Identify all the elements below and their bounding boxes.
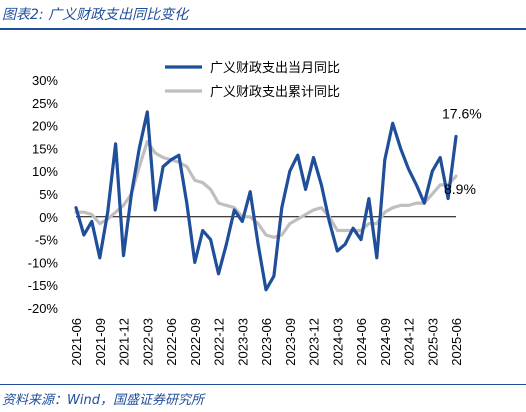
- x-tick-label: 2023-03: [235, 318, 250, 366]
- legend-label-cumulative: 广义财政支出累计同比: [210, 85, 340, 100]
- end-label-monthly: 17.6%: [442, 106, 482, 122]
- series-line-monthly: [74, 110, 458, 292]
- y-tick-label: 30%: [32, 73, 58, 88]
- y-tick-label: 15%: [32, 141, 58, 156]
- x-tick-label: 2022-12: [212, 318, 227, 366]
- y-tick-label: -15%: [28, 278, 59, 293]
- y-tick-label: -10%: [28, 255, 59, 270]
- x-axis: 2021-06 2021-09 2021-12 2022-03 2022-06 2022-…: [69, 318, 464, 366]
- x-tick-label: 2021-12: [117, 318, 132, 366]
- x-tick-label: 2024-06: [354, 318, 369, 366]
- y-tick-label: 25%: [32, 96, 58, 111]
- x-tick-label: 2023-12: [307, 318, 322, 366]
- figure-footer: 资料来源：Wind，国盛证券研究所: [0, 384, 526, 412]
- x-tick-label: 2022-06: [164, 318, 179, 366]
- y-tick-label: 5%: [39, 187, 58, 202]
- end-label-cumulative: 8.9%: [444, 181, 476, 197]
- series-line-cumulative: [74, 140, 458, 239]
- y-tick-label: 10%: [32, 164, 58, 179]
- x-tick-label: 2023-09: [283, 318, 298, 366]
- legend-label-monthly: 广义财政支出当月同比: [210, 61, 340, 76]
- x-tick-label: 2024-09: [378, 318, 393, 366]
- figure-header: 图表2: 广义财政支出同比变化: [0, 0, 526, 30]
- y-tick-label: -5%: [35, 233, 59, 248]
- line-chart: -20% -15% -10% -5% 0% 5% 10% 15% 20% 25% 30% 2021-…: [28, 61, 482, 366]
- y-tick-label: 20%: [32, 119, 58, 134]
- x-tick-label: 2023-06: [259, 318, 274, 366]
- source-note: 资料来源：Wind，国盛证券研究所: [2, 393, 204, 408]
- x-tick-label: 2025-03: [425, 318, 440, 366]
- x-tick-label: 2024-03: [330, 318, 345, 366]
- x-tick-label: 2025-06: [449, 318, 464, 366]
- end-labels: 17.6% 8.9%: [442, 106, 482, 198]
- figure-title: 图表2: 广义财政支出同比变化: [2, 7, 189, 23]
- y-axis: -20% -15% -10% -5% 0% 5% 10% 15% 20% 25% 30%: [28, 73, 59, 316]
- y-tick-label: 0%: [39, 210, 58, 225]
- series-layer: [74, 110, 458, 292]
- x-tick-label: 2021-06: [69, 318, 84, 366]
- x-tick-label: 2022-09: [188, 318, 203, 366]
- x-tick-label: 2022-03: [140, 318, 155, 366]
- x-tick-label: 2024-12: [402, 318, 417, 366]
- x-tick-label: 2021-09: [93, 318, 108, 366]
- y-tick-label: -20%: [28, 301, 59, 316]
